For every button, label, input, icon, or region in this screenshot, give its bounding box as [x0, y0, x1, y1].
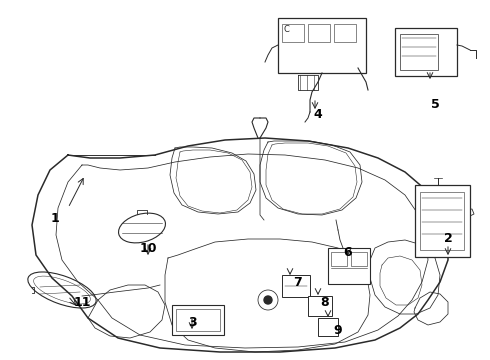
Bar — [331, 252, 347, 266]
Bar — [282, 275, 310, 297]
Bar — [172, 305, 224, 335]
Text: 7: 7 — [293, 276, 301, 289]
Bar — [415, 185, 470, 257]
Bar — [308, 24, 330, 42]
Bar — [308, 296, 332, 316]
Text: C: C — [283, 25, 289, 34]
Bar — [278, 18, 366, 73]
Bar — [328, 248, 370, 284]
Bar — [318, 318, 338, 336]
Text: 4: 4 — [314, 108, 322, 122]
Bar — [282, 24, 304, 42]
Bar — [176, 309, 220, 331]
Text: 1: 1 — [50, 211, 59, 225]
Bar — [334, 24, 356, 42]
Text: 10: 10 — [139, 242, 157, 255]
Text: 3: 3 — [188, 315, 196, 328]
Text: 8: 8 — [320, 296, 329, 309]
Circle shape — [264, 296, 272, 304]
Text: 11: 11 — [73, 296, 91, 309]
Bar — [420, 192, 464, 250]
Text: 2: 2 — [443, 231, 452, 244]
Bar — [400, 34, 438, 70]
Text: 6: 6 — [343, 247, 352, 260]
Bar — [395, 28, 457, 76]
Text: 9: 9 — [334, 324, 343, 337]
Text: 5: 5 — [431, 99, 440, 112]
Bar — [351, 252, 367, 266]
